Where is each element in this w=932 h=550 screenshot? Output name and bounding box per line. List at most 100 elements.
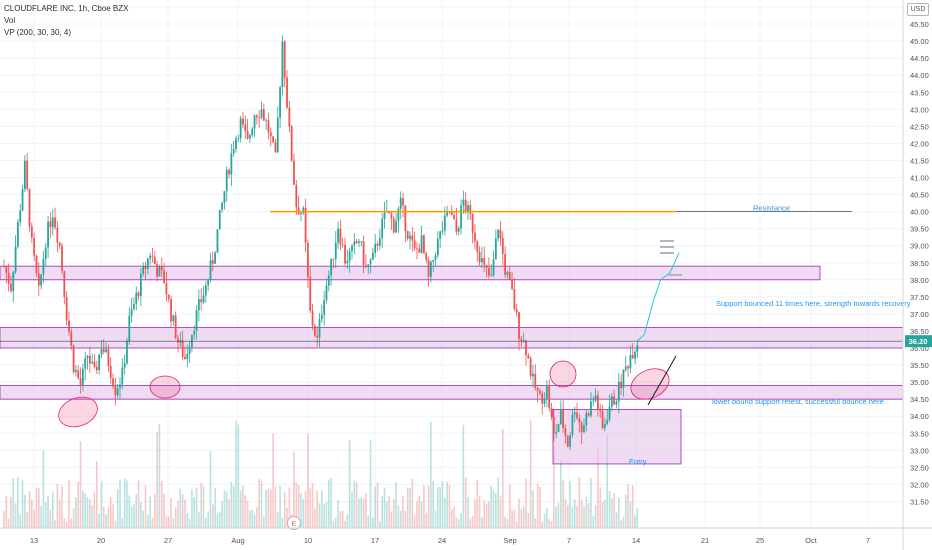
volume-bar: [223, 490, 226, 528]
candle-body: [550, 408, 553, 418]
price-tick-label: 44.00: [910, 71, 929, 80]
candle-body: [262, 109, 265, 121]
volume-bar: [450, 509, 453, 528]
candle-body: [367, 264, 370, 268]
candle-body: [42, 258, 45, 275]
candle-body: [130, 309, 133, 316]
support-zone-upper: [0, 265, 821, 281]
candle-body: [462, 199, 465, 206]
time-tick-label: 14: [632, 536, 640, 545]
candle-body: [290, 126, 293, 161]
volume-bar: [286, 508, 288, 528]
volume-bar: [225, 492, 228, 528]
volume-bar: [89, 499, 91, 528]
volume-bar: [181, 494, 184, 528]
candle-body: [617, 381, 620, 402]
volume-bar: [314, 508, 316, 528]
price-tick-label: 39.00: [910, 242, 929, 251]
candle-body: [156, 264, 159, 277]
candle-body: [260, 109, 263, 118]
candle-body: [330, 258, 333, 276]
volume-bar: [564, 499, 567, 528]
volume-bar: [3, 511, 5, 528]
volume-bar: [318, 503, 321, 528]
candle-body: [146, 258, 149, 269]
candle-body: [599, 409, 602, 412]
volume-bar: [149, 496, 151, 528]
candle-body: [358, 241, 360, 244]
volume-bar: [390, 511, 393, 528]
candle-body: [634, 351, 636, 359]
volume-indicator-label[interactable]: Vol: [4, 16, 16, 25]
candle-body: [107, 349, 110, 366]
candle-body: [151, 255, 154, 257]
candle-body: [51, 217, 54, 228]
volume-bar: [492, 489, 495, 528]
volume-bar: [91, 505, 93, 528]
volume-bar: [566, 505, 569, 528]
symbol-title[interactable]: CLOUDFLARE INC, 1h, Cboe BZX: [4, 4, 129, 13]
volume-bar: [249, 510, 251, 528]
candle-body: [242, 118, 244, 125]
candle-body: [249, 135, 251, 139]
volume-bar: [464, 477, 467, 528]
candle-body: [631, 355, 634, 359]
candle-body: [316, 335, 319, 338]
volume-bar: [587, 503, 590, 528]
volume-bar: [17, 477, 19, 528]
volume-bar: [444, 497, 446, 528]
volume-bar: [406, 487, 409, 528]
candle-body: [181, 340, 184, 357]
candle-body: [91, 361, 94, 364]
candle-body: [464, 199, 467, 212]
candle-body: [622, 369, 625, 389]
candle-body: [629, 355, 632, 369]
price-axis[interactable]: 46.0045.5045.0044.5044.0043.5043.0042.50…: [902, 0, 932, 550]
volume-bar: [72, 508, 75, 528]
volume-bar: [82, 490, 84, 528]
volume-bar: [381, 496, 383, 528]
volume-bar: [63, 518, 66, 528]
candle-body: [100, 349, 103, 355]
candle-body: [195, 310, 198, 332]
candle-body: [112, 378, 114, 387]
price-tick-label: 41.50: [910, 156, 929, 165]
candle-body: [427, 259, 430, 277]
volume-bar: [246, 500, 249, 528]
candle-body: [5, 266, 8, 273]
volume-bar: [476, 480, 479, 528]
volume-bar: [38, 488, 40, 528]
volume-bar: [232, 486, 235, 528]
candle-body: [200, 299, 203, 303]
time-tick-label: Oct: [805, 536, 818, 545]
volume-bar: [42, 449, 45, 528]
currency-badge[interactable]: USD: [907, 3, 929, 16]
candle-body: [418, 248, 421, 253]
volume-profile-label[interactable]: VP (200, 30, 30, 4): [4, 28, 72, 37]
time-axis[interactable]: 13 20 27 Aug 10 17 24 Sep 7 14 21 25 Oct 7: [0, 527, 932, 545]
volume-bar: [279, 485, 281, 528]
volume-bar: [288, 487, 291, 528]
chart-legend: CLOUDFLARE INC, 1h, Cboe BZX Vol VP (200…: [4, 3, 128, 39]
volume-bar: [553, 445, 555, 528]
price-tick-label: 31.50: [910, 497, 929, 506]
candle-body: [228, 169, 230, 175]
volume-bar: [341, 510, 344, 528]
candle-body: [481, 258, 483, 263]
candle-body: [102, 349, 105, 353]
volume-bar: [560, 461, 562, 528]
volume-bar: [409, 488, 411, 528]
volume-bar: [358, 498, 360, 528]
volume-bar: [200, 482, 202, 528]
volume-bar: [374, 486, 376, 528]
time-tick-label: 25: [756, 536, 764, 545]
candle-body: [49, 221, 52, 228]
candle-body: [23, 160, 26, 190]
price-tick-label: 33.50: [910, 429, 929, 438]
volume-bar: [14, 503, 17, 528]
candle-body: [44, 247, 47, 259]
candle-body: [562, 410, 565, 429]
candle-body: [272, 136, 275, 143]
volume-bar: [144, 485, 147, 528]
